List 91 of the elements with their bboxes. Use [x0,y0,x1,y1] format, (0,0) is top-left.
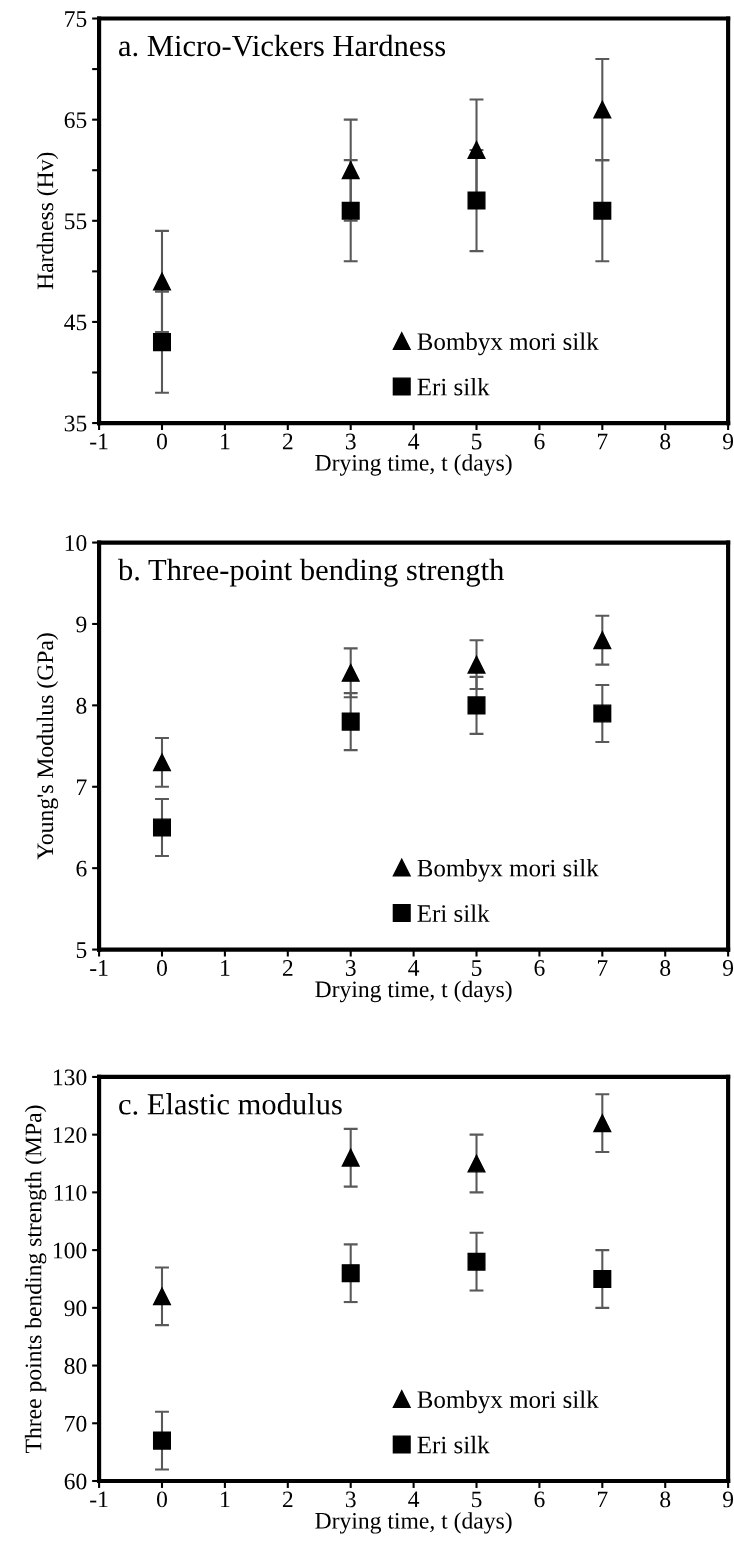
y-tick-label: 7 [77,779,87,795]
x-tick-label: 6 [534,1491,545,1508]
x-tick-label: 4 [408,960,420,976]
y-tick-label: 5 [76,942,87,958]
chart-title: a. Micro-Vickers Hardness [119,34,446,57]
x-tick-label: 3 [345,960,356,976]
x-tick-label: 3 [345,433,356,450]
point [593,631,612,650]
point [467,191,486,210]
y-tick-label: 130 [53,1069,87,1086]
point [467,696,486,715]
x-tick-label: 4 [408,1491,420,1508]
x-tick-label: -1 [90,960,108,976]
x-tick-label: 1 [221,960,230,976]
legend-label: Bombyx mori silk [417,1390,599,1414]
x-tick-label: 4 [408,433,420,450]
point [467,1252,486,1271]
y-tick-label: 90 [64,1300,87,1317]
x-tick-label: -1 [90,433,108,450]
x-tick-label: 9 [722,433,734,450]
legend-label: Eri silk [417,904,490,922]
point [593,201,612,220]
point [593,1114,612,1133]
x-tick-label: 8 [660,959,671,976]
legend-label: Eri silk [417,377,490,396]
point [341,712,360,731]
x-tick-label: 6 [534,433,545,450]
y-tick-label: 55 [65,213,87,230]
x-tick-label: 9 [722,960,734,976]
legend-label: Eri silk [417,1435,490,1454]
point [152,1431,172,1450]
y-tick-label: 6 [76,860,87,877]
point [152,272,172,291]
chart-title: c. Elastic modulus [119,1093,342,1115]
x-axis-title: Drying time, t (days) [315,1512,512,1534]
legend-label: Bombyx mori silk [417,858,599,882]
point [467,655,486,674]
x-tick-label: 5 [471,960,482,976]
y-axis-title: Young's Modulus (GPa) [36,633,59,860]
x-tick-label: 7 [597,1491,608,1508]
point [341,1264,360,1283]
y-tick-label: 45 [64,314,87,331]
x-tick-label: 9 [722,1491,734,1508]
x-tick-label: 2 [282,433,293,450]
point [341,663,360,682]
point [341,1148,360,1167]
y-axis-title: Hardness (Hv) [36,152,59,290]
x-tick-label: 8 [660,1491,671,1508]
x-tick-label: 2 [282,960,293,976]
point [152,333,172,352]
y-tick-label: 110 [54,1184,87,1201]
x-tick-label: 1 [221,1491,230,1508]
y-tick-label: 100 [53,1242,87,1259]
y-tick-label: 75 [65,11,87,27]
x-tick-label: 8 [660,433,671,450]
y-tick-label: 8 [76,697,87,714]
y-tick-label: 60 [64,1473,87,1490]
y-tick-label: 9 [76,616,87,633]
point [341,161,360,180]
point [341,201,360,220]
x-tick-label: 0 [156,959,167,976]
point [152,753,172,772]
x-tick-label: 5 [471,1491,482,1508]
point [593,100,612,119]
point [467,140,486,160]
chart-title: b. Three-point bending strength [117,558,504,587]
y-tick-label: 10 [65,535,87,551]
point [593,1269,612,1289]
x-tick-label: 0 [156,433,167,450]
y-tick-label: 80 [64,1358,87,1374]
x-tick-label: 7 [597,433,608,450]
y-tick-label: 65 [64,112,87,129]
x-axis-title: Drying time, t (days) [315,454,512,476]
x-tick-label: 2 [282,1491,293,1508]
point [593,704,612,723]
x-tick-label: 3 [345,1491,356,1508]
point [467,1154,486,1173]
x-tick-label: 6 [534,960,545,976]
x-tick-label: 0 [156,1491,167,1508]
y-tick-label: 120 [53,1127,87,1144]
point [152,818,172,837]
x-tick-label: 5 [471,433,482,450]
x-tick-label: 1 [221,433,230,450]
x-axis-title: Drying time, t (days) [315,980,512,1003]
x-tick-label: -1 [90,1491,108,1508]
legend-label: Bombyx mori silk [417,332,599,356]
x-tick-label: 7 [597,960,608,976]
y-tick-label: 35 [64,415,87,432]
point [152,1287,172,1306]
y-axis-title: Three points bending strength (MPa) [24,1105,47,1453]
y-tick-label: 70 [65,1415,87,1432]
